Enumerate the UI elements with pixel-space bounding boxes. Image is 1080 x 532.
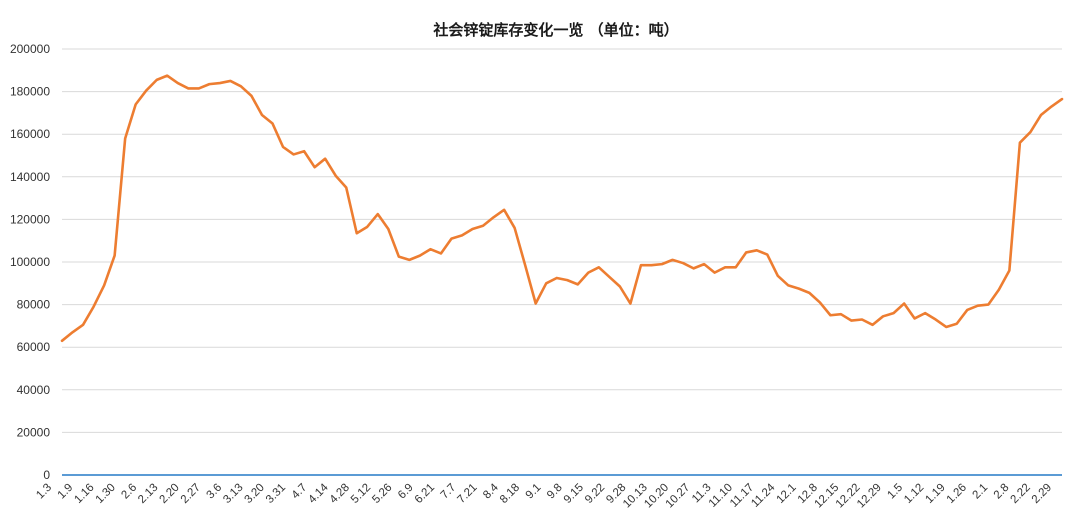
y-tick-label: 100000 bbox=[10, 255, 50, 269]
x-tick-label: 5.26 bbox=[370, 482, 394, 506]
x-tick-label: 2.22 bbox=[1009, 482, 1033, 506]
x-tick-label: 5.12 bbox=[349, 482, 373, 506]
x-tick-label: 2.27 bbox=[179, 482, 203, 506]
x-tick-label: 9.22 bbox=[583, 482, 607, 506]
x-tick-label: 9.1 bbox=[524, 482, 544, 502]
inventory-series bbox=[60, 74, 1064, 343]
y-tick-label: 160000 bbox=[10, 127, 50, 141]
x-tick-label: 1.19 bbox=[923, 482, 947, 506]
y-tick-label: 80000 bbox=[17, 298, 51, 312]
x-tick-label: 10.27 bbox=[664, 482, 693, 511]
y-tick-label: 40000 bbox=[17, 383, 51, 397]
x-tick-label: 4.28 bbox=[328, 482, 352, 506]
x-tick-label: 6.21 bbox=[413, 482, 437, 506]
x-tick-label: 3.20 bbox=[243, 482, 267, 506]
y-tick-label: 180000 bbox=[10, 85, 50, 99]
x-axis-tick-labels: 1.3 1.91.161.30 2.62.132.202.27 3.63.133.20… bbox=[34, 481, 1054, 510]
y-tick-label: 120000 bbox=[10, 212, 50, 226]
inventory-series-line bbox=[60, 74, 1064, 343]
x-tick-label: 1.30 bbox=[94, 482, 118, 506]
x-tick-label: 9.15 bbox=[562, 482, 586, 506]
x-tick-label: 7.21 bbox=[455, 482, 479, 506]
y-tick-label: 0 bbox=[43, 468, 50, 482]
y-tick-label: 60000 bbox=[17, 340, 51, 354]
gridlines bbox=[62, 48, 1062, 476]
y-tick-label: 200000 bbox=[10, 42, 50, 56]
x-tick-label: 1.26 bbox=[945, 482, 969, 506]
x-tick-label: 1.16 bbox=[72, 482, 96, 506]
x-tick-label: 3.31 bbox=[264, 482, 288, 506]
x-tick-label: 2.29 bbox=[1030, 482, 1054, 506]
y-tick-label: 20000 bbox=[17, 425, 51, 439]
x-tick-label: 11.17 bbox=[728, 482, 756, 510]
x-tick-label: 3.13 bbox=[221, 482, 245, 506]
y-axis-tick-labels: 0 20000 40000 60000 80000 100000 120000 140000 1… bbox=[10, 42, 50, 482]
x-tick-label: 2.20 bbox=[157, 482, 181, 506]
y-tick-label: 140000 bbox=[10, 170, 50, 184]
x-tick-label: 2.1 bbox=[970, 482, 990, 502]
x-tick-label: 1.3 bbox=[34, 482, 54, 502]
x-tick-label: 11.10 bbox=[707, 482, 735, 510]
x-tick-label: 2.13 bbox=[136, 482, 160, 506]
chart-title: 社会锌锭库存变化一览 （单位：吨） bbox=[432, 21, 678, 39]
x-tick-label: 1.12 bbox=[902, 482, 926, 506]
x-tick-label: 8.18 bbox=[498, 482, 522, 506]
x-tick-label: 12.1 bbox=[774, 482, 798, 506]
x-tick-label: 12.29 bbox=[855, 482, 884, 511]
x-tick-label: 4.14 bbox=[306, 481, 331, 506]
x-tick-label: 11.24 bbox=[749, 481, 778, 510]
